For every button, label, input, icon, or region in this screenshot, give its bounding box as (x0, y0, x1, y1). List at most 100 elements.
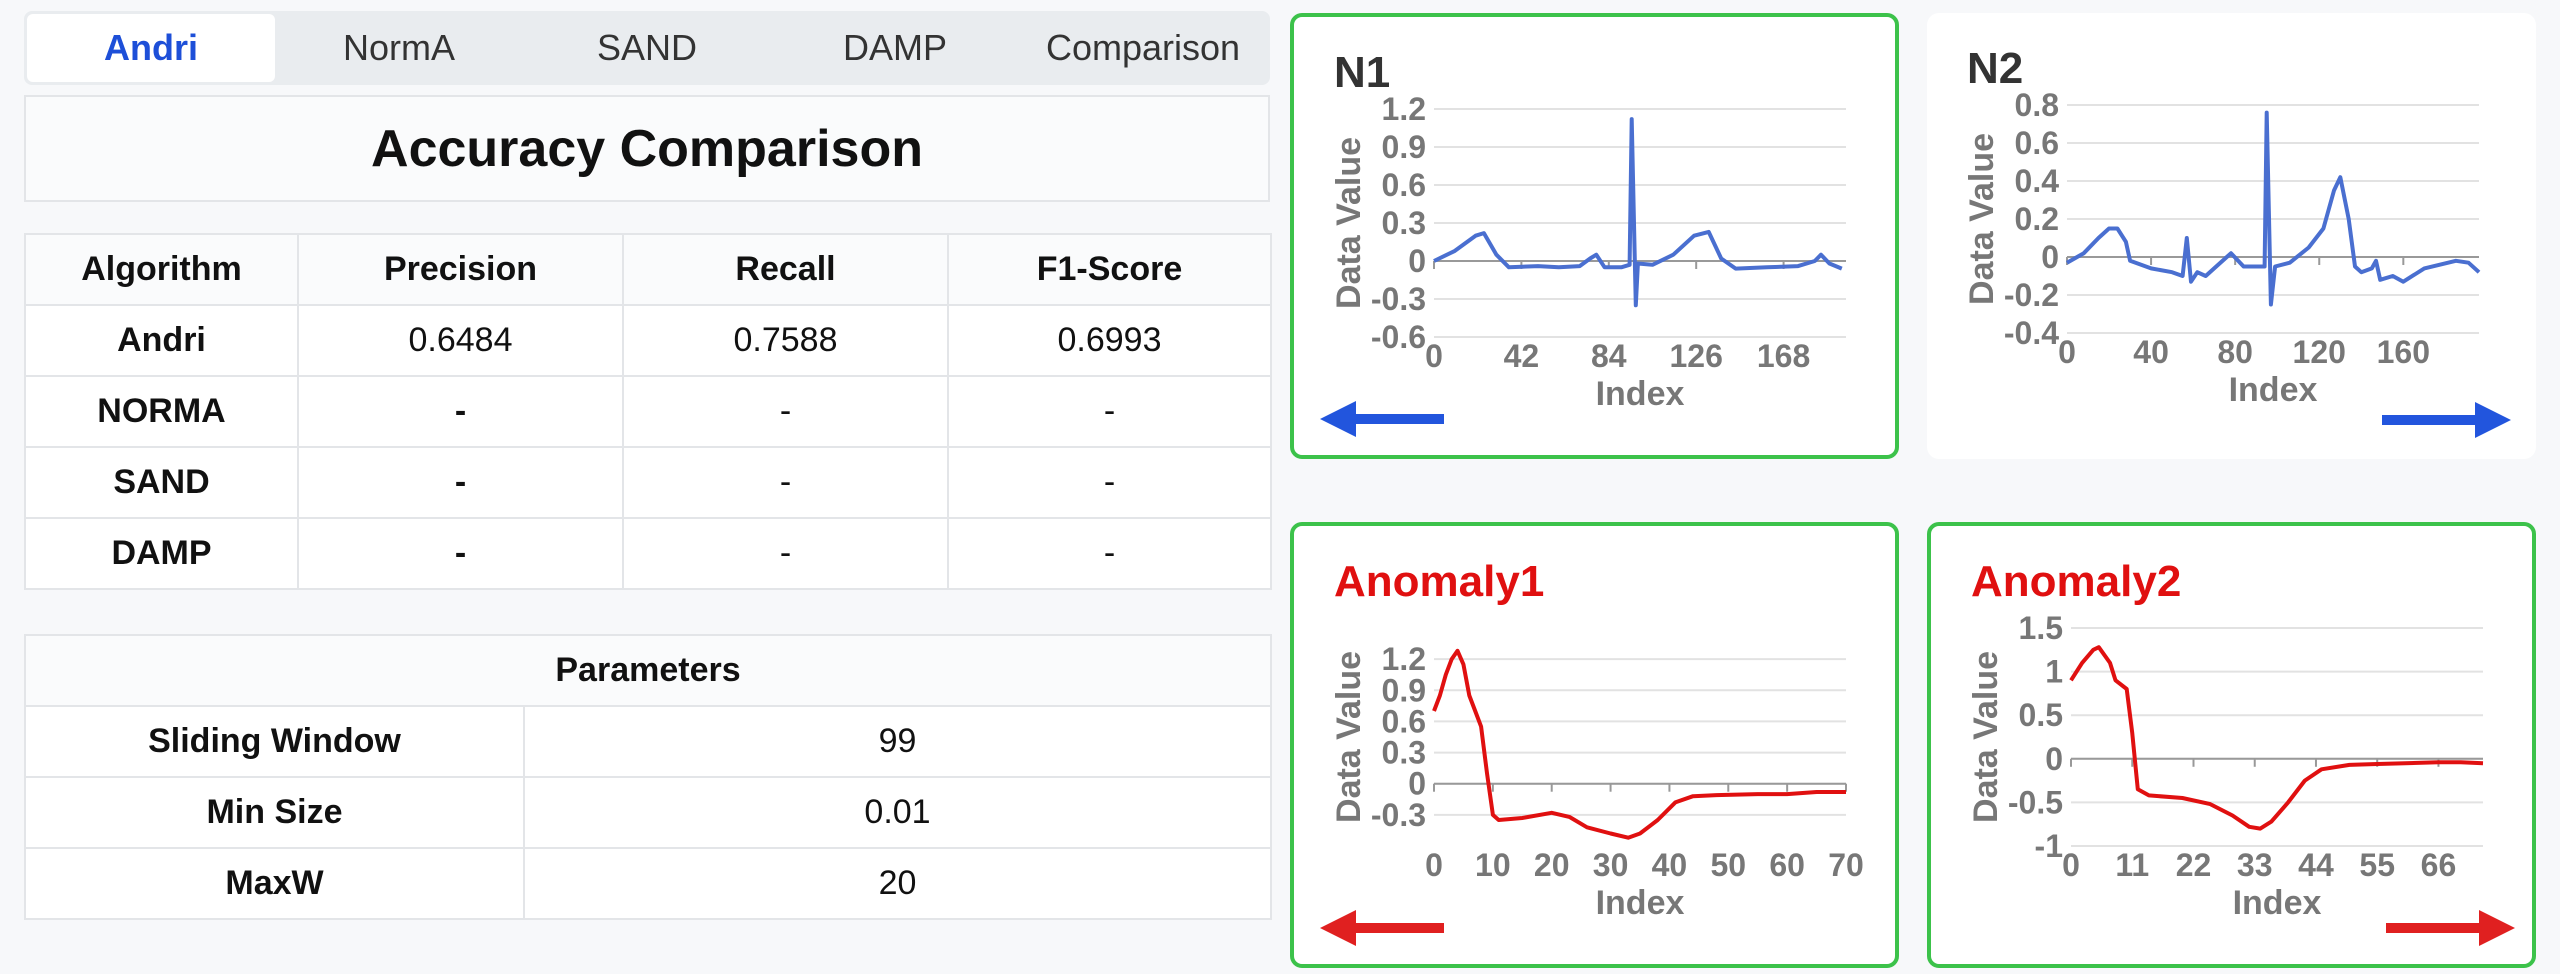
chart-title: Anomaly1 (1334, 557, 1544, 606)
table-cell: MaxW (24, 847, 525, 920)
x-tick-label: 126 (1669, 338, 1722, 374)
arrow-head[interactable] (1320, 401, 1356, 437)
y-tick-label: 0.3 (1382, 735, 1426, 771)
data-line (1432, 648, 1846, 840)
tab[interactable]: NormA (342, 27, 455, 68)
chart-title: N2 (1967, 44, 2023, 93)
parameters-table: Parameters Sliding Window 99 Min Size 0.01 M… (24, 634, 1272, 920)
table-cell: - (297, 517, 624, 590)
y-tick-label: 0.2 (2015, 201, 2059, 237)
arrow-head[interactable] (2475, 402, 2511, 438)
x-axis-title: Index (1596, 375, 1685, 413)
table-row: DAMP - - - (24, 517, 1272, 590)
table-cell: - (622, 446, 949, 519)
x-tick-label: 168 (1757, 338, 1810, 374)
header-cell: Recall (622, 233, 949, 306)
table-cell: - (947, 446, 1272, 519)
table-cell: 0.6484 (297, 304, 624, 377)
table-cell: - (947, 517, 1272, 590)
table-row: Andri 0.6484 0.7588 0.6993 (24, 304, 1272, 377)
y-tick-label: 0.6 (1382, 703, 1426, 739)
y-tick-label: 0 (2041, 239, 2059, 275)
tab-bar: Andri NormA SAND DAMP Comparison (24, 11, 1270, 85)
x-tick-label: 33 (2237, 847, 2273, 883)
x-tick-label: 0 (2058, 334, 2076, 370)
y-tick-label: 1.5 (2019, 610, 2063, 646)
table-cell: Sliding Window (24, 705, 525, 778)
table-row: NORMA - - - (24, 375, 1272, 448)
x-tick-label: 160 (2377, 334, 2430, 370)
x-axis-title: Index (2233, 884, 2322, 922)
x-tick-label: 20 (1534, 847, 1570, 883)
y-tick-label: 0.4 (2015, 163, 2060, 199)
y-tick-label: 0.3 (1382, 205, 1426, 241)
table-cell: - (622, 375, 949, 448)
x-tick-label: 60 (1769, 847, 1805, 883)
y-tick-label: -0.4 (2004, 315, 2059, 351)
accuracy-table: Algorithm Precision Recall F1-Score Andr… (24, 233, 1272, 590)
y-tick-label: 1.2 (1382, 91, 1426, 127)
y-tick-label: 0.6 (2015, 125, 2059, 161)
y-axis-title: Data Value (1967, 651, 2005, 823)
x-tick-label: 80 (2217, 334, 2253, 370)
tab[interactable]: Andri (27, 14, 275, 82)
y-tick-label: 1 (2045, 654, 2063, 690)
tab[interactable]: Comparison (1045, 27, 1241, 68)
x-tick-label: 70 (1828, 847, 1864, 883)
header-cell: Precision (297, 233, 624, 306)
chart-card: N1 -0.6 -0.3 0 0.3 0.6 0.9 1.2 0 42 84 126 168 Index D… (1290, 13, 1899, 459)
header-row: Parameters (24, 634, 1272, 707)
arrow-head[interactable] (2479, 910, 2515, 946)
chart-card: Anomaly2 -1 -0.5 0 0.5 1 1.5 0 11 22 33 44 55 66 Index… (1927, 522, 2536, 968)
y-axis-title: Data Value (1963, 133, 2001, 305)
y-tick-label: -0.5 (2008, 784, 2063, 820)
header-cell: Algorithm (24, 233, 299, 306)
chart-card: N2 -0.4 -0.2 0 0.2 0.4 0.6 0.8 0 40 80 120 160 Index D… (1927, 13, 2536, 459)
tab[interactable]: SAND (596, 27, 698, 68)
y-tick-label: -0.3 (1371, 797, 1426, 833)
x-tick-label: 84 (1591, 338, 1627, 374)
x-tick-label: 11 (2115, 847, 2149, 883)
table-row: Min Size 0.01 (24, 776, 1272, 849)
x-axis-title: Index (1596, 884, 1685, 922)
arrow-head[interactable] (1320, 910, 1356, 946)
x-tick-label: 42 (1504, 338, 1540, 374)
y-axis-title: Data Value (1330, 137, 1368, 309)
y-tick-label: -0.6 (1371, 319, 1426, 355)
x-tick-label: 0 (1425, 847, 1443, 883)
y-tick-label: 0.5 (2019, 697, 2063, 733)
x-tick-label: 44 (2298, 847, 2334, 883)
data-line (2066, 110, 2481, 307)
data-line (1433, 117, 1843, 308)
chart: Anomaly2 -1 -0.5 0 0.5 1 1.5 0 11 22 33 44 55 66 Index… (1967, 557, 2515, 946)
table-cell: Andri (24, 304, 299, 377)
table-cell: 0.6993 (947, 304, 1272, 377)
table-cell: - (947, 375, 1272, 448)
chart: N2-0.4-0.200.20.40.60.80 40 80 120 160IndexD… (1963, 44, 2511, 438)
chart-title: Anomaly2 (1971, 557, 2181, 606)
table-cell: - (297, 446, 624, 519)
x-tick-label: 50 (1710, 847, 1746, 883)
table-cell: DAMP (24, 517, 299, 590)
table-cell: 20 (523, 847, 1272, 920)
chart-title: N1 (1334, 48, 1390, 97)
table-cell: NORMA (24, 375, 299, 448)
x-tick-label: 30 (1593, 847, 1629, 883)
x-tick-label: 66 (2421, 847, 2457, 883)
y-tick-label: 0.9 (1382, 672, 1426, 708)
table-row: MaxW 20 (24, 847, 1272, 920)
y-tick-label: -1 (2035, 828, 2063, 864)
y-tick-label: -0.2 (2004, 277, 2059, 313)
y-tick-label: 0.9 (1382, 129, 1426, 165)
header-cell: Parameters (24, 634, 1272, 707)
table-row: Sliding Window 99 (24, 705, 1272, 778)
header-row: Algorithm Precision Recall F1-Score (24, 233, 1272, 306)
x-tick-label: 10 (1475, 847, 1511, 883)
tab[interactable]: DAMP (842, 27, 947, 68)
table-cell: 0.01 (523, 776, 1272, 849)
y-tick-label: 0.8 (2015, 87, 2059, 123)
table-cell: 99 (523, 705, 1272, 778)
y-tick-label: 0.6 (1382, 167, 1426, 203)
header-cell: F1-Score (947, 233, 1272, 306)
